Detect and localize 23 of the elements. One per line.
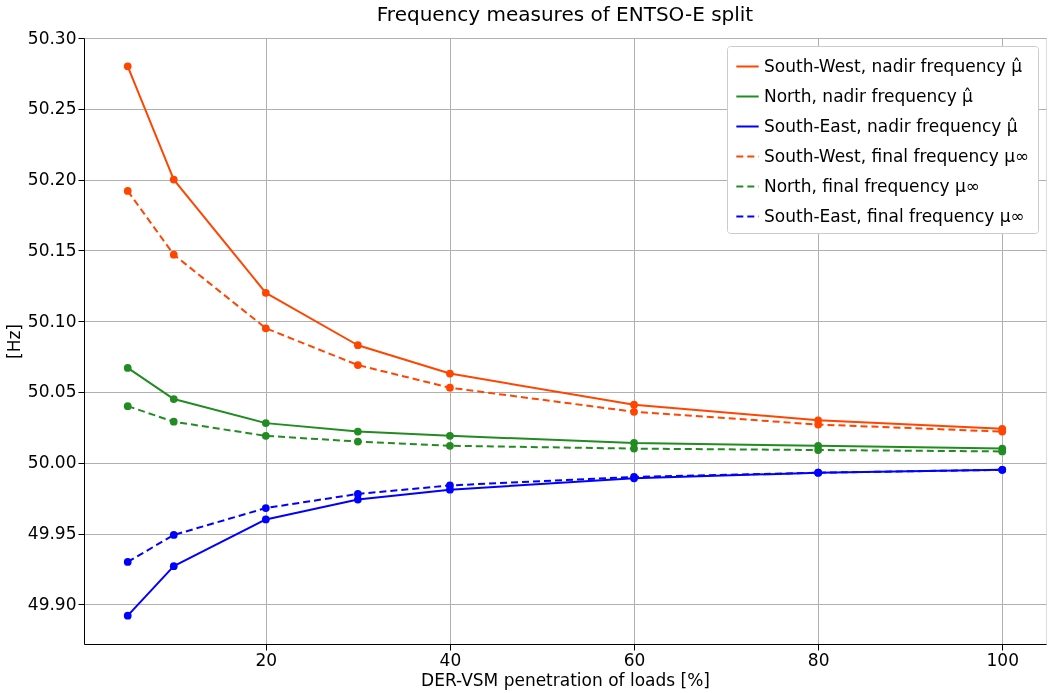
x-tick-label: 100	[986, 649, 1019, 670]
y-tick-label: 50.00	[27, 452, 77, 473]
x-axis-title: DER-VSM penetration of loads [%]	[421, 669, 710, 690]
y-tick-label: 49.90	[27, 593, 77, 614]
legend-label: North, final frequency μ∞	[764, 175, 981, 196]
y-tick-label: 50.30	[27, 27, 77, 48]
legend-label: South-West, final frequency μ∞	[764, 145, 1030, 166]
x-tick-label: 80	[807, 649, 830, 670]
legend-label: North, nadir frequency μ̂	[764, 85, 974, 106]
x-tick-label: 40	[439, 649, 462, 670]
x-tick-label: 20	[255, 649, 278, 670]
y-tick-label: 50.15	[27, 239, 77, 260]
y-tick-label: 50.10	[27, 310, 77, 331]
y-tick-label: 50.25	[27, 98, 77, 119]
y-tick-label: 50.05	[27, 381, 77, 402]
legend-label: South-East, nadir frequency μ̂	[764, 115, 1018, 136]
legend-label: South-West, nadir frequency μ̂	[764, 55, 1023, 76]
y-axis-title: [Hz]	[3, 324, 24, 359]
chart-title: Frequency measures of ENTSO-E split	[376, 2, 754, 26]
y-tick-label: 50.20	[27, 169, 77, 190]
legend-label: South-East, final frequency μ∞	[764, 205, 1025, 226]
y-tick-label: 49.95	[27, 523, 77, 544]
x-tick-label: 60	[623, 649, 646, 670]
